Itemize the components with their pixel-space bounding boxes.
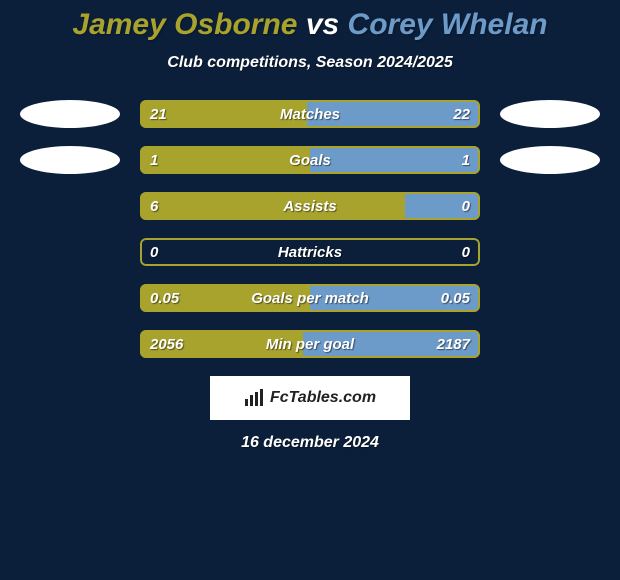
stat-bar: 2122Matches	[140, 100, 480, 128]
brand-badge: FcTables.com	[210, 376, 410, 420]
spacer	[500, 330, 600, 358]
stat-row: 20562187Min per goal	[0, 330, 620, 358]
stat-row: 11Goals	[0, 146, 620, 174]
stat-label: Hattricks	[140, 238, 480, 266]
spacer	[500, 192, 600, 220]
stat-label: Min per goal	[140, 330, 480, 358]
stat-bar: 00Hattricks	[140, 238, 480, 266]
brand-chart-icon	[244, 389, 264, 407]
stat-label: Assists	[140, 192, 480, 220]
spacer	[20, 284, 120, 312]
stat-row: 0.050.05Goals per match	[0, 284, 620, 312]
spacer	[20, 330, 120, 358]
spacer	[20, 238, 120, 266]
stats-list: 2122Matches 11Goals 60Assists 00Hattricks 0.…	[0, 100, 620, 358]
stat-label: Goals per match	[140, 284, 480, 312]
stat-row: 60Assists	[0, 192, 620, 220]
stat-bar: 11Goals	[140, 146, 480, 174]
stat-bar: 0.050.05Goals per match	[140, 284, 480, 312]
vs-separator: vs	[298, 8, 348, 41]
player1-badge	[20, 146, 120, 174]
spacer	[20, 192, 120, 220]
brand-text: FcTables.com	[270, 389, 376, 407]
stat-row: 00Hattricks	[0, 238, 620, 266]
player2-badge	[500, 100, 600, 128]
player1-name: Jamey Osborne	[72, 8, 297, 41]
stat-label: Goals	[140, 146, 480, 174]
player2-name: Corey Whelan	[348, 8, 548, 41]
spacer	[500, 238, 600, 266]
card-subtitle: Club competitions, Season 2024/2025	[0, 54, 620, 72]
comparison-card: Jamey Osborne vs Corey Whelan Club compe…	[0, 0, 620, 580]
player1-badge	[20, 100, 120, 128]
stat-label: Matches	[140, 100, 480, 128]
player2-badge	[500, 146, 600, 174]
spacer	[500, 284, 600, 312]
stat-bar: 60Assists	[140, 192, 480, 220]
stat-bar: 20562187Min per goal	[140, 330, 480, 358]
date-text: 16 december 2024	[0, 434, 620, 452]
stat-row: 2122Matches	[0, 100, 620, 128]
card-title: Jamey Osborne vs Corey Whelan	[0, 8, 620, 42]
